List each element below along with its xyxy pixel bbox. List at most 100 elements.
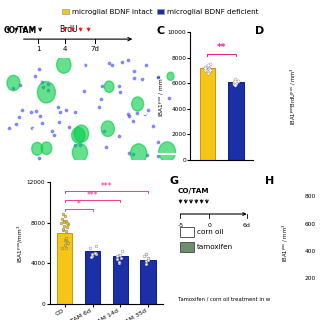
Point xyxy=(156,74,161,79)
Circle shape xyxy=(7,75,20,91)
Text: C: C xyxy=(156,26,164,36)
Point xyxy=(65,240,70,245)
Point xyxy=(132,68,137,73)
Point xyxy=(166,96,171,101)
Point xyxy=(88,254,93,260)
Legend: microglial BDNF intact, microglial BDNF deficient: microglial BDNF intact, microglial BDNF … xyxy=(62,9,258,15)
Point xyxy=(232,80,237,85)
Point xyxy=(64,245,69,250)
Point xyxy=(126,151,132,156)
Point xyxy=(97,104,102,109)
Point xyxy=(117,252,122,258)
Text: CO: CO xyxy=(72,63,85,72)
Point xyxy=(65,241,70,246)
Point xyxy=(150,123,156,128)
Point xyxy=(93,243,99,248)
Point xyxy=(131,152,136,157)
Circle shape xyxy=(72,127,85,143)
Text: ***: *** xyxy=(100,181,112,190)
Point xyxy=(73,109,78,114)
Point xyxy=(17,83,22,88)
Text: -5: -5 xyxy=(177,222,184,228)
Text: 800: 800 xyxy=(305,195,316,199)
Text: CO/TAM: CO/TAM xyxy=(3,25,36,34)
Bar xyxy=(180,228,194,237)
Point xyxy=(114,253,119,259)
Point xyxy=(78,142,83,148)
Point xyxy=(202,65,207,70)
Point xyxy=(98,97,103,102)
Point xyxy=(28,110,33,115)
Point xyxy=(14,122,19,127)
Point xyxy=(118,89,123,94)
Point xyxy=(146,257,151,262)
Text: tamoxifen: tamoxifen xyxy=(197,244,233,250)
Circle shape xyxy=(132,97,144,111)
Text: 4: 4 xyxy=(63,46,67,52)
Point xyxy=(61,228,66,233)
Point xyxy=(46,82,51,87)
Bar xyxy=(200,68,215,160)
Point xyxy=(82,88,87,93)
Point xyxy=(204,68,209,73)
Point xyxy=(140,76,145,82)
Point xyxy=(10,86,15,91)
Point xyxy=(145,107,150,112)
Circle shape xyxy=(32,142,43,155)
Point xyxy=(120,59,125,64)
Bar xyxy=(228,82,244,160)
Point xyxy=(33,73,38,78)
Point xyxy=(63,219,68,224)
Point xyxy=(144,252,149,257)
Point xyxy=(55,104,60,109)
Point xyxy=(232,83,237,88)
Point xyxy=(109,62,114,68)
Text: corn oil: corn oil xyxy=(197,229,223,235)
Point xyxy=(89,252,94,257)
Point xyxy=(16,115,21,120)
Point xyxy=(125,58,130,63)
Circle shape xyxy=(41,142,52,155)
Point xyxy=(65,224,70,229)
Point xyxy=(126,111,131,116)
Point xyxy=(235,78,240,83)
Point xyxy=(63,239,68,244)
Point xyxy=(116,252,122,258)
Text: Tamoxifen / corn oil treatment in w: Tamoxifen / corn oil treatment in w xyxy=(178,297,270,301)
Point xyxy=(233,79,238,84)
Point xyxy=(52,132,57,137)
Point xyxy=(57,119,62,124)
Point xyxy=(142,253,147,259)
Point xyxy=(116,260,121,266)
Point xyxy=(94,251,99,256)
Point xyxy=(40,121,45,126)
Text: 6d: 6d xyxy=(243,222,251,228)
Point xyxy=(231,81,236,86)
Point xyxy=(36,66,42,71)
Text: 600: 600 xyxy=(305,222,316,228)
Point xyxy=(205,70,211,76)
Point xyxy=(120,248,125,253)
Y-axis label: IBA1$^{pos}$/mm$^{3}$: IBA1$^{pos}$/mm$^{3}$ xyxy=(16,224,25,262)
Point xyxy=(130,119,135,124)
Y-axis label: IBA1$^{pos}$ / mm$^{3}$: IBA1$^{pos}$ / mm$^{3}$ xyxy=(157,75,166,117)
Bar xyxy=(140,260,156,304)
Point xyxy=(116,260,122,265)
Text: IBA1$^{pos}$BrdU$^{pos}$ / mm$^{3}$: IBA1$^{pos}$BrdU$^{pos}$ / mm$^{3}$ xyxy=(289,67,299,125)
Point xyxy=(66,124,71,130)
Point xyxy=(145,256,150,261)
Point xyxy=(66,221,71,227)
Point xyxy=(144,261,149,266)
Point xyxy=(207,68,212,74)
Point xyxy=(208,68,213,73)
Text: CO/TAM: CO/TAM xyxy=(178,188,209,195)
Point xyxy=(83,62,88,68)
Point xyxy=(63,228,68,233)
Point xyxy=(64,108,69,113)
Text: D: D xyxy=(255,26,265,36)
Bar xyxy=(85,251,100,304)
Bar xyxy=(180,242,194,252)
Text: G: G xyxy=(170,176,179,186)
Point xyxy=(203,67,208,72)
Point xyxy=(72,142,77,148)
